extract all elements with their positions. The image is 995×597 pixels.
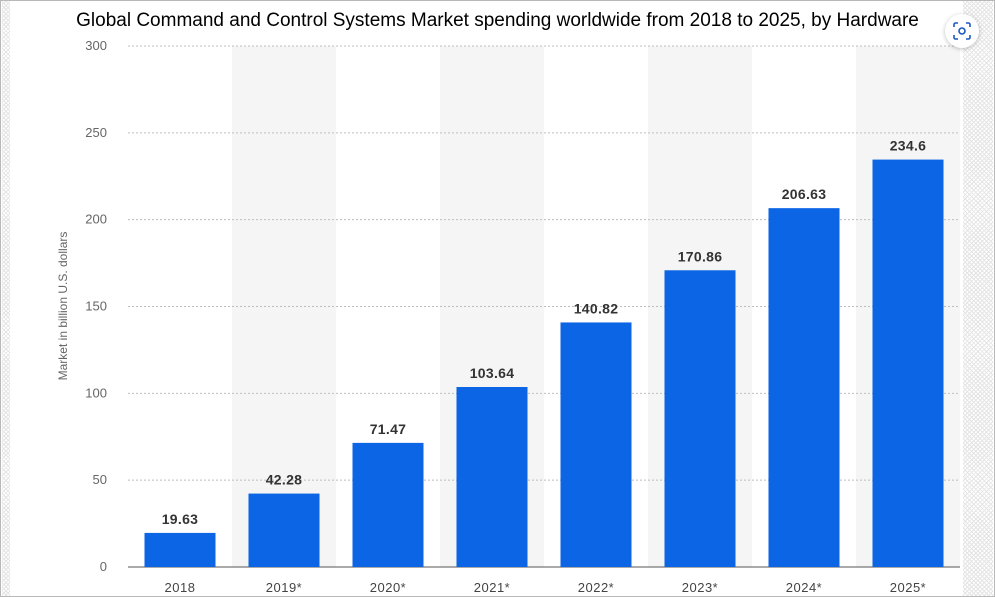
value-label: 140.82 <box>574 300 619 316</box>
x-tick-label: 2025* <box>890 580 926 595</box>
visual-search-icon <box>953 22 971 40</box>
value-label: 71.47 <box>370 421 407 437</box>
bar <box>768 208 840 567</box>
left-border-pattern <box>2 1 10 596</box>
y-tick-label: 250 <box>85 125 107 140</box>
y-axis-ticks: 0 50 100 150 200 250 300 <box>85 38 107 574</box>
bars <box>144 159 944 567</box>
y-tick-label: 300 <box>85 38 107 53</box>
y-tick-label: 200 <box>85 212 107 227</box>
bar <box>144 532 216 567</box>
right-border-pattern <box>963 1 993 596</box>
y-tick-label: 150 <box>85 299 107 314</box>
x-tick-label: 2024* <box>786 580 822 595</box>
bar <box>560 322 632 567</box>
x-tick-label: 2022* <box>578 580 614 595</box>
x-tick-label: 2023* <box>682 580 718 595</box>
bar <box>352 442 424 567</box>
bar <box>664 270 736 567</box>
value-label: 206.63 <box>782 186 827 202</box>
x-tick-label: 2018 <box>165 580 196 595</box>
x-tick-label: 2020* <box>370 580 406 595</box>
x-tick-label: 2019* <box>266 580 302 595</box>
x-tick-label: 2021* <box>474 580 510 595</box>
value-label: 103.64 <box>470 365 515 381</box>
value-label: 234.6 <box>890 138 927 154</box>
x-axis-ticks: 2018 2019* 2020* 2021* 2022* 2023* 2024* 2025* <box>165 580 926 595</box>
value-label: 19.63 <box>162 511 199 527</box>
value-label: 170.86 <box>678 248 723 264</box>
chart-title: Global Command and Control Systems Marke… <box>76 10 919 31</box>
y-axis-title: Market in billion U.S. dollars <box>56 232 70 381</box>
bar <box>456 387 528 567</box>
y-tick-label: 100 <box>85 385 107 400</box>
bar <box>248 493 320 567</box>
y-tick-label: 50 <box>93 472 107 487</box>
bar <box>872 159 944 567</box>
value-label: 42.28 <box>266 472 303 488</box>
value-labels: 19.63 42.28 71.47 103.64 140.82 170.86 206.63 2… <box>162 138 927 527</box>
visual-search-button[interactable] <box>945 14 979 48</box>
y-tick-label: 0 <box>100 559 107 574</box>
